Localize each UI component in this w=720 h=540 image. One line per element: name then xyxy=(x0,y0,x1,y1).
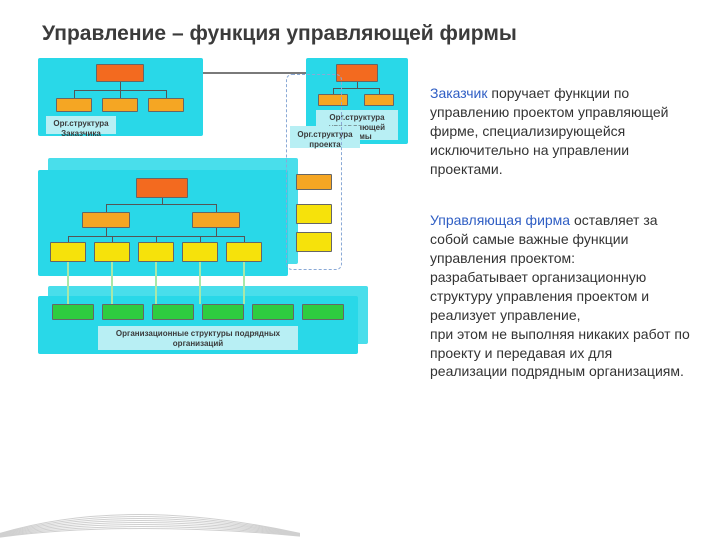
contractor-node xyxy=(52,304,94,320)
project-leaf-node xyxy=(182,242,218,262)
project-panel xyxy=(38,170,288,276)
project-leaf-node xyxy=(226,242,262,262)
contractor-node xyxy=(302,304,344,320)
decorative-swoosh xyxy=(0,480,300,540)
lead-managing: Управляющая фирма xyxy=(430,212,570,228)
customer-child-node xyxy=(56,98,92,112)
p2-body: оставляет за собой самые важные функции … xyxy=(430,212,690,379)
contractors-label: Организационные структуры подрядных орга… xyxy=(98,326,298,350)
project-leaf-node xyxy=(138,242,174,262)
managing-child-node xyxy=(364,94,394,106)
org-diagram: Орг.структура Заказчика Орг.структура уп… xyxy=(38,58,418,368)
contractor-node xyxy=(252,304,294,320)
project-leaf-node xyxy=(94,242,130,262)
customer-child-node xyxy=(102,98,138,112)
dashed-node xyxy=(296,174,332,190)
managing-root-node xyxy=(336,64,378,82)
project-mid-node xyxy=(82,212,130,228)
dashed-node xyxy=(296,204,332,224)
customer-panel: Орг.структура Заказчика xyxy=(38,58,203,136)
contractor-node xyxy=(102,304,144,320)
contractors-panel: Организационные структуры подрядных орга… xyxy=(38,296,358,354)
contractor-node xyxy=(152,304,194,320)
project-leaf-node xyxy=(50,242,86,262)
customer-root-node xyxy=(96,64,144,82)
page-title: Управление – функция управляющей фирмы xyxy=(42,22,517,46)
lead-customer: Заказчик xyxy=(430,85,488,101)
customer-label: Орг.структура Заказчика xyxy=(46,116,116,134)
paragraph-1: Заказчик поручает функции по управлению … xyxy=(430,84,690,178)
contractor-node xyxy=(202,304,244,320)
project-root-node xyxy=(136,178,188,198)
dashed-node xyxy=(296,232,332,252)
paragraph-2: Управляющая фирма оставляет за собой сам… xyxy=(430,192,690,381)
project-mid-node xyxy=(192,212,240,228)
description-text: Заказчик поручает функции по управлению … xyxy=(430,84,690,395)
customer-child-node xyxy=(148,98,184,112)
